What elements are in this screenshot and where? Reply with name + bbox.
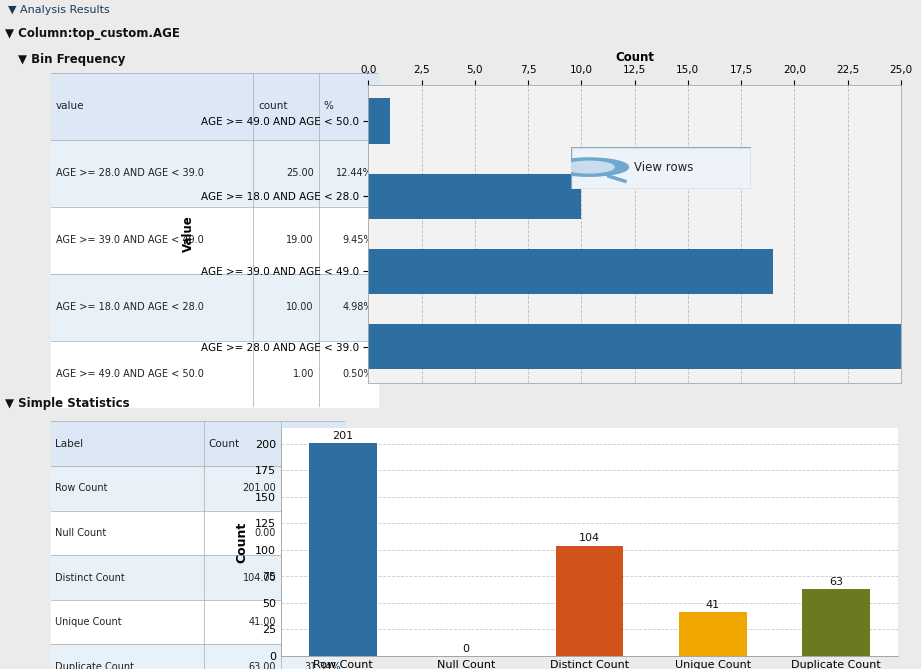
Text: 10.00: 10.00 [286,302,314,312]
Text: 104: 104 [579,533,600,543]
Text: 51.74%: 51.74% [304,573,341,583]
Bar [51,274,378,341]
Text: AGE >= 49.0 AND AGE < 50.0: AGE >= 49.0 AND AGE < 50.0 [55,369,204,379]
Text: Null Count: Null Count [55,528,106,538]
Text: AGE >= 39.0 AND AGE < 49.0: AGE >= 39.0 AND AGE < 49.0 [55,235,204,245]
Circle shape [564,161,614,173]
Text: count: count [258,102,287,111]
Text: Distinct Count: Distinct Count [55,573,125,583]
Y-axis label: Value: Value [182,215,195,252]
Bar [51,207,378,274]
Text: Duplicate Count: Duplicate Count [55,662,134,669]
Bar [51,644,345,669]
Text: 9.45%: 9.45% [342,235,373,245]
Bar [802,589,870,656]
Text: ▼ Column:top_custom.AGE: ▼ Column:top_custom.AGE [5,27,180,39]
Text: 4.98%: 4.98% [343,302,373,312]
Bar [368,174,581,219]
Text: Unique Count: Unique Count [55,617,122,627]
Text: View rows: View rows [634,161,694,173]
Text: 0: 0 [462,644,470,654]
Text: Row Count: Row Count [55,484,108,493]
Bar [679,612,747,656]
Text: AGE >= 28.0 AND AGE < 39.0: AGE >= 28.0 AND AGE < 39.0 [55,169,204,178]
Y-axis label: Count: Count [235,521,248,563]
Text: 0.00: 0.00 [255,528,276,538]
Text: %: % [285,439,295,449]
Bar [51,421,345,466]
Text: 31.34%: 31.34% [304,662,341,669]
Text: 25.00: 25.00 [286,169,314,178]
Text: ▼ Simple Statistics: ▼ Simple Statistics [5,397,129,409]
Text: value: value [55,102,84,111]
Text: 41: 41 [705,600,720,610]
Text: ▼ Bin Frequency: ▼ Bin Frequency [18,53,126,66]
Text: 0.50%: 0.50% [342,369,373,379]
Bar [51,600,345,644]
Text: 63.00: 63.00 [249,662,276,669]
Text: 41.00: 41.00 [249,617,276,627]
Bar [51,555,345,600]
Bar [51,73,378,140]
Text: ▼ Analysis Results: ▼ Analysis Results [8,5,110,15]
Text: Label: Label [55,439,83,449]
Bar [368,324,901,369]
Bar [51,341,378,407]
Text: 0.00%: 0.00% [310,528,341,538]
Bar [309,443,377,656]
Bar [51,466,345,510]
Text: AGE >= 18.0 AND AGE < 28.0: AGE >= 18.0 AND AGE < 28.0 [55,302,204,312]
Text: 104.00: 104.00 [242,573,276,583]
Text: 1.00: 1.00 [293,369,314,379]
Text: 19.00: 19.00 [286,235,314,245]
Text: 20.40%: 20.40% [304,617,341,627]
Bar [555,546,624,656]
Bar [368,98,390,144]
Text: %: % [323,102,333,111]
Text: 63: 63 [829,577,843,587]
Text: 100.00%: 100.00% [298,484,341,493]
Bar [51,140,378,207]
Text: Count: Count [208,439,239,449]
Text: 201: 201 [332,431,354,441]
Bar [51,510,345,555]
Text: 12.44%: 12.44% [336,169,373,178]
X-axis label: Count: Count [615,51,654,64]
Bar [368,249,773,294]
Text: 201.00: 201.00 [242,484,276,493]
Circle shape [550,158,628,176]
